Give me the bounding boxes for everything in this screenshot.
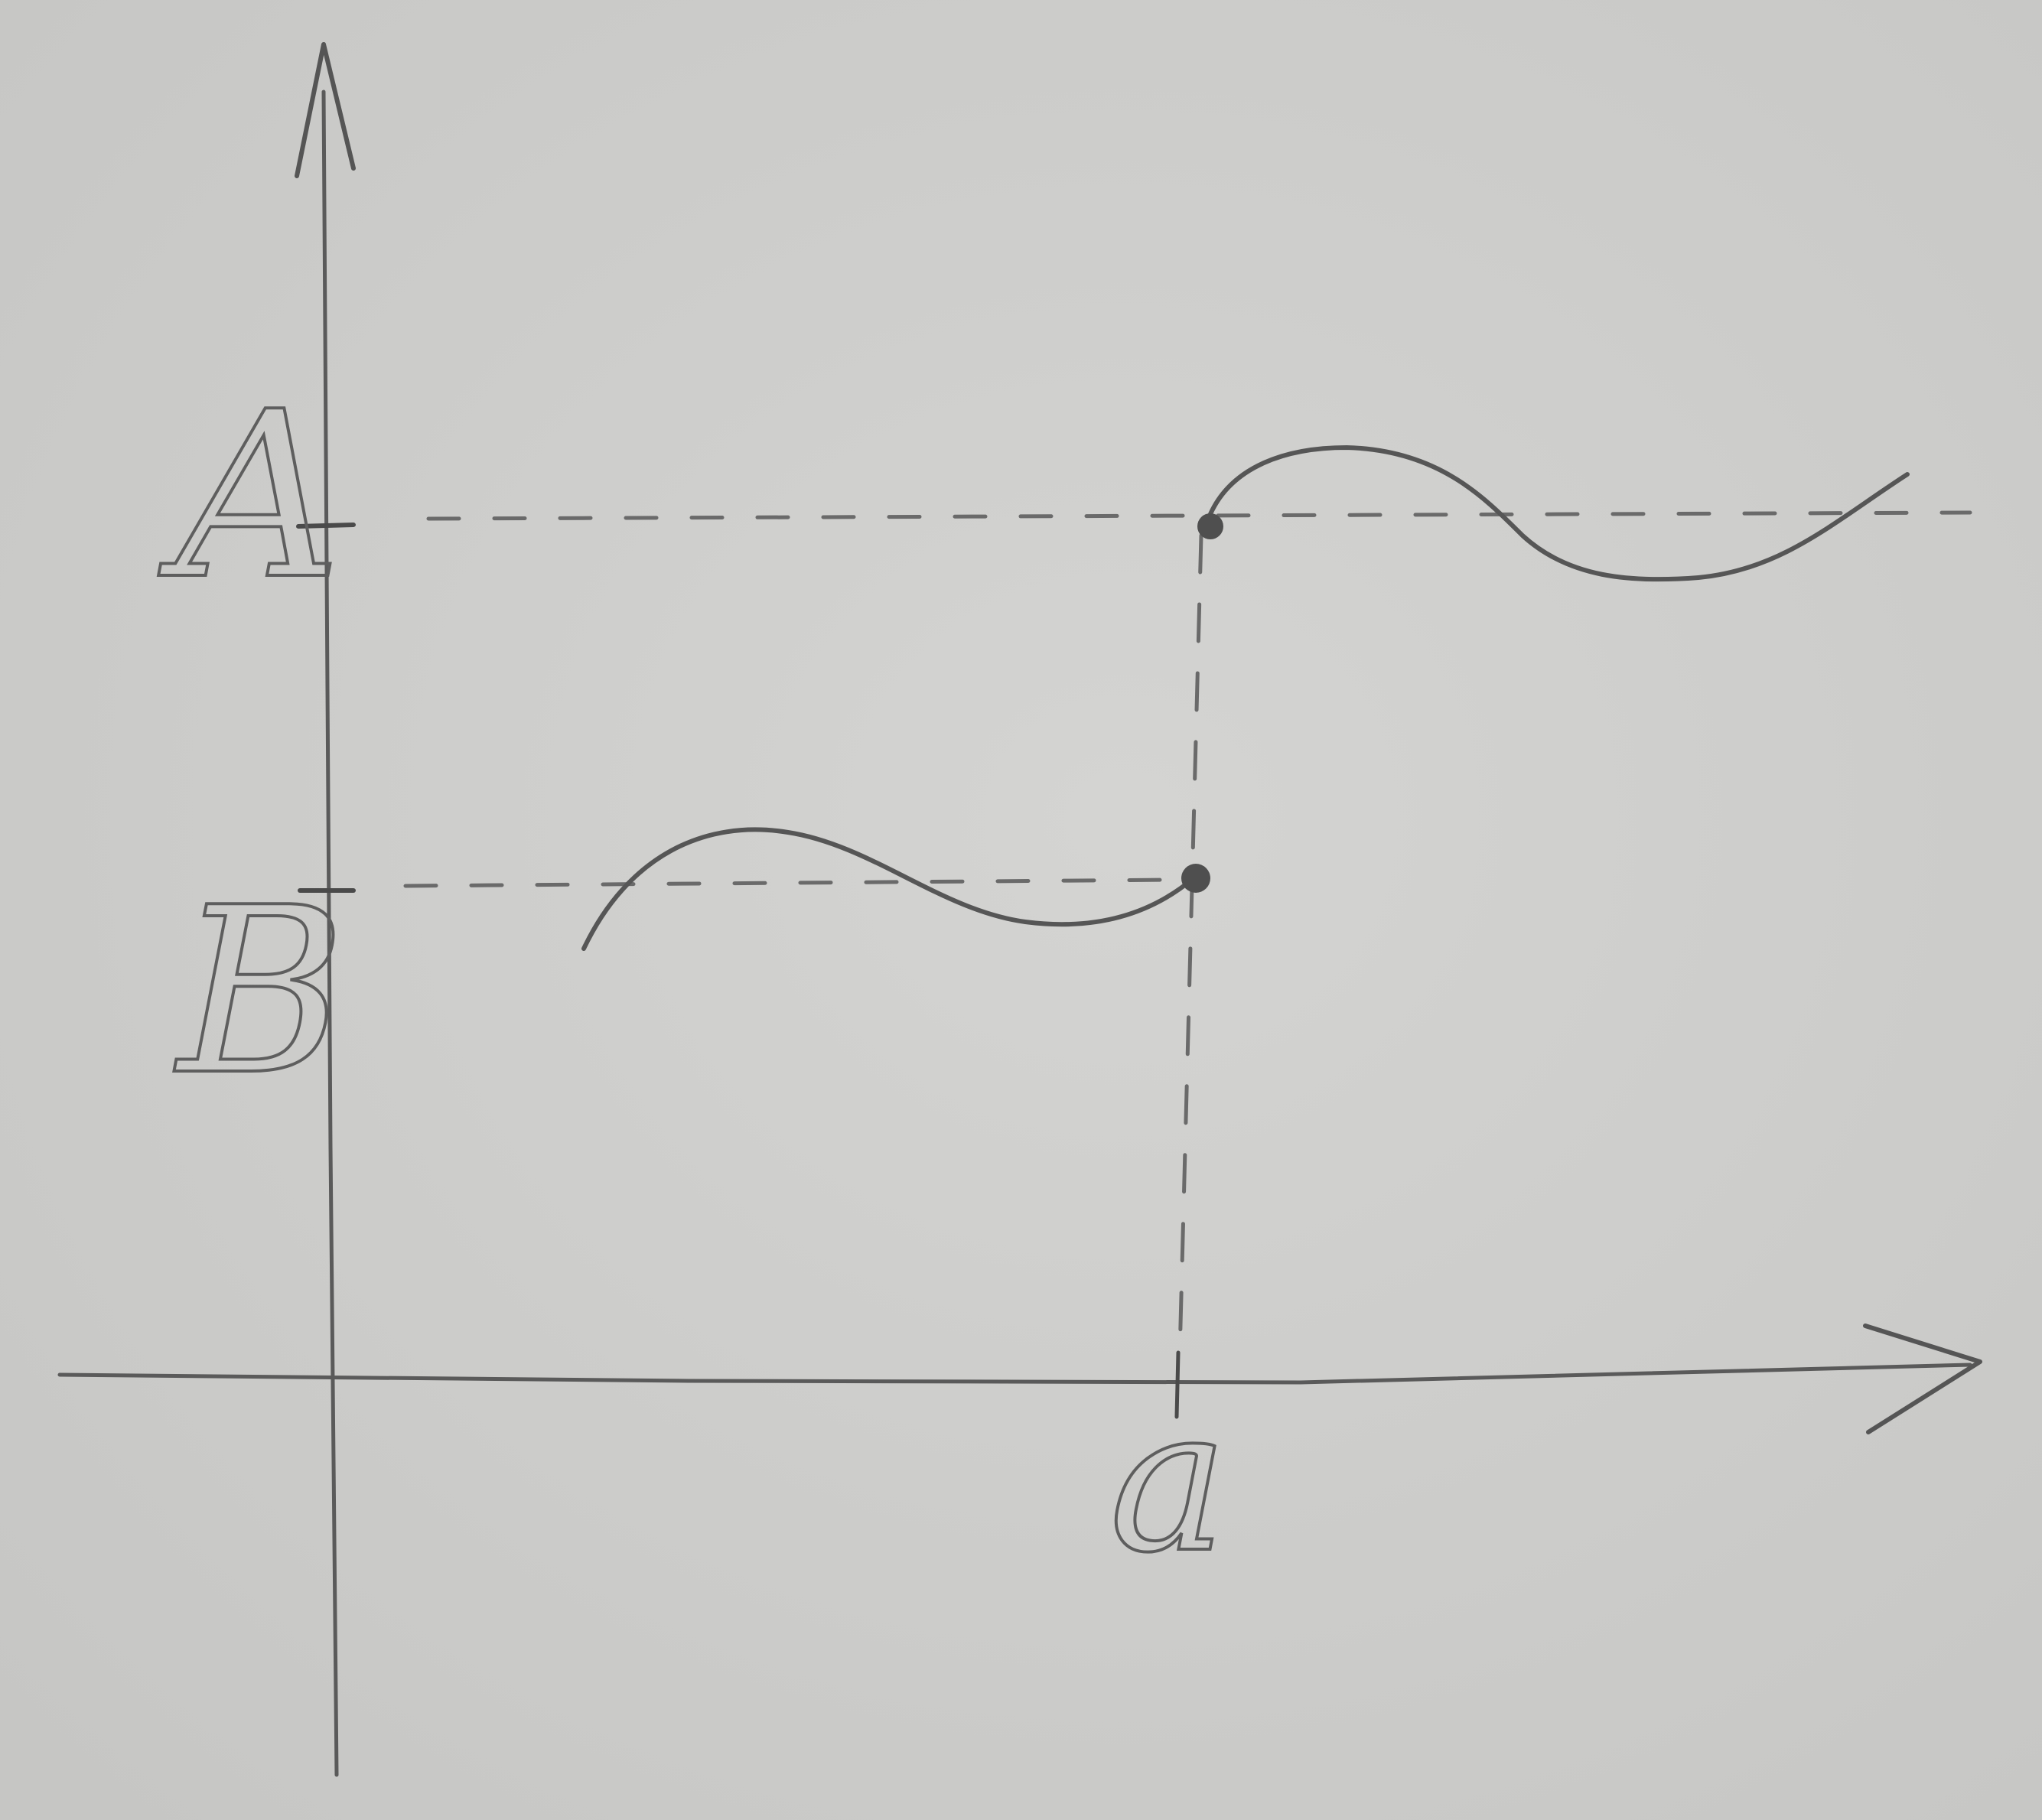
y-axis-arrowhead bbox=[295, 42, 356, 178]
dashed-guide-vertical bbox=[1177, 533, 1203, 1356]
y-axis bbox=[321, 90, 339, 1777]
point-lower-endpoint bbox=[1181, 864, 1210, 893]
label-A: A bbox=[158, 363, 342, 630]
point-upper-endpoint bbox=[1197, 513, 1223, 539]
label-B: B bbox=[174, 858, 346, 1125]
x-axis-arrowhead bbox=[1863, 1323, 1982, 1434]
x-tick-a bbox=[1174, 1350, 1181, 1419]
curve-right-branch bbox=[1208, 444, 1910, 582]
y-tick-upper bbox=[296, 523, 356, 529]
curve-left-branch bbox=[581, 827, 1196, 951]
label-a: a bbox=[1109, 1366, 1228, 1597]
x-axis bbox=[57, 1363, 1972, 1385]
